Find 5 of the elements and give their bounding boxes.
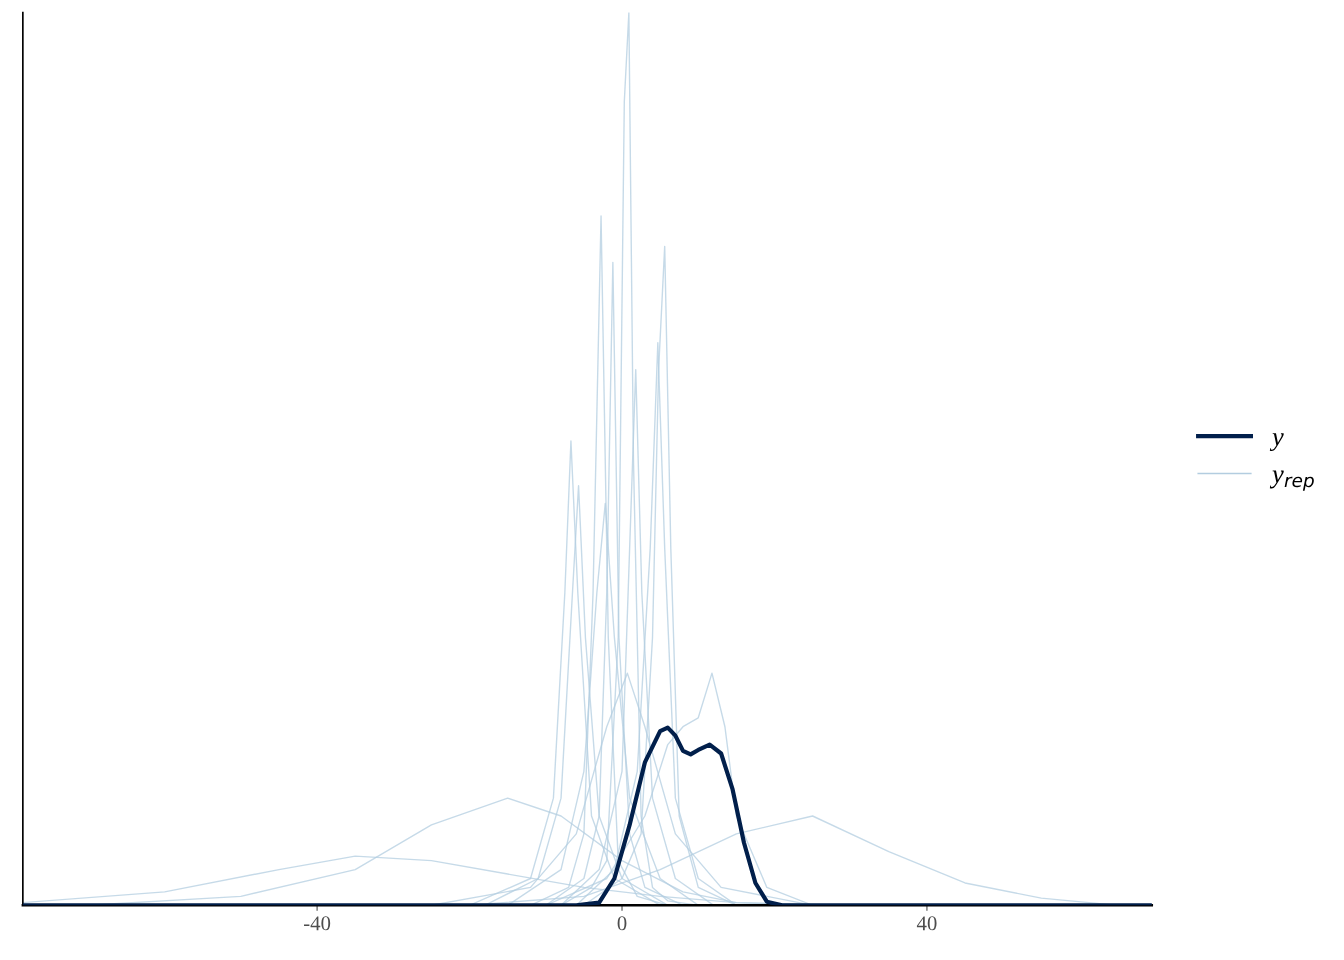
x-tick-label: -40 (303, 916, 331, 931)
legend-label: y (1269, 433, 1284, 452)
x-tick-label: 0 (617, 916, 627, 931)
legend-label: y$_{rep}$ (1269, 470, 1314, 491)
x-tick-label: 40 (916, 916, 937, 931)
